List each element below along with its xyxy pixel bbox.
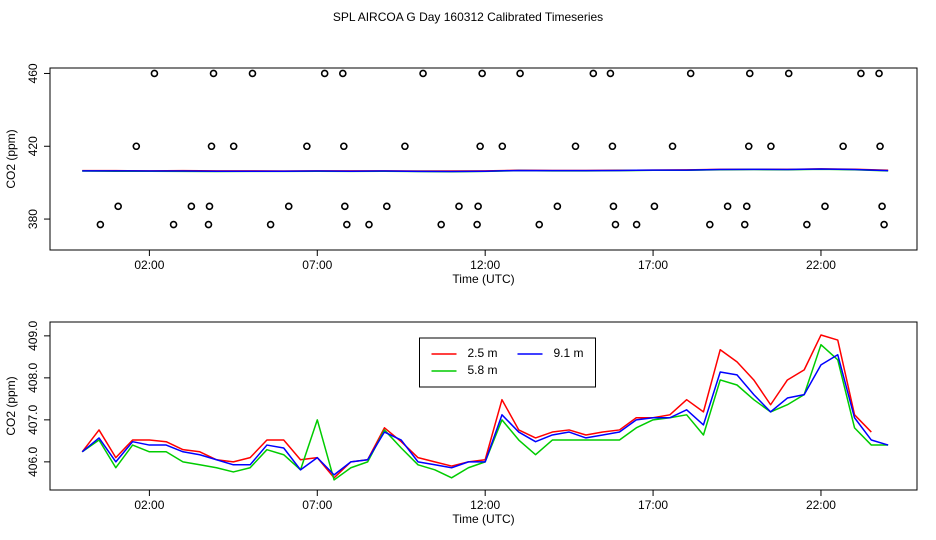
calibration-point [744, 142, 753, 151]
calibration-point [340, 142, 348, 151]
calibration-point [723, 202, 732, 211]
x-tick-label: 02:00 [134, 258, 164, 272]
calibration-point [742, 202, 751, 211]
calibration-point [608, 142, 617, 151]
calibration-point [740, 220, 749, 229]
calibration-point [473, 220, 481, 229]
plot-frame [49, 321, 918, 491]
calibration-point [150, 69, 159, 78]
legend-label: 2.5 m [468, 346, 498, 360]
calibration-point [609, 202, 618, 211]
calibration-point [878, 202, 886, 211]
calibration-point [857, 69, 865, 78]
calibration-point [204, 220, 213, 229]
calibration-point [341, 202, 349, 211]
calibration-point [474, 202, 482, 211]
series-line [82, 168, 889, 173]
calibration-point [876, 142, 884, 151]
x-tick-label: 02:00 [134, 498, 164, 512]
calibration-point [611, 220, 620, 229]
y-tick-label: 406.0 [26, 447, 40, 477]
y-axis-label: CO2 (ppm) [4, 376, 18, 435]
x-tick-label: 22:00 [806, 498, 836, 512]
calibration-point [535, 220, 544, 229]
calibration-point [553, 202, 562, 211]
calibration-point [478, 69, 486, 78]
x-tick-label: 07:00 [302, 498, 332, 512]
calibration-point [455, 202, 463, 211]
y-axis-label: CO2 (ppm) [4, 129, 18, 188]
x-tick-label: 17:00 [638, 498, 668, 512]
calibration-point [476, 142, 484, 151]
legend-label: 9.1 m [554, 346, 584, 360]
x-tick-label: 07:00 [302, 258, 332, 272]
calibration-point [207, 142, 216, 151]
calibration-point [606, 69, 615, 78]
calibration-point [437, 220, 445, 229]
calibration-point [668, 142, 677, 151]
calibration-point [248, 69, 257, 78]
y-tick-label: 380 [26, 209, 40, 229]
calibration-point [187, 202, 196, 211]
y-tick-label: 408.0 [26, 363, 40, 393]
calibration-point [205, 202, 214, 211]
calibration-point [169, 220, 178, 229]
calibration-point [229, 142, 238, 151]
legend-box [419, 337, 596, 388]
calibration-point [706, 220, 714, 229]
calibration-point [516, 69, 524, 78]
figure-title: SPL AIRCOA G Day 160312 Calibrated Times… [333, 10, 603, 24]
calibration-point [209, 69, 218, 78]
x-tick-label: 12:00 [470, 498, 500, 512]
y-tick-label: 409.0 [26, 321, 40, 351]
calibration-point [303, 142, 311, 151]
x-axis-label: Time (UTC) [452, 512, 514, 526]
x-tick-label: 22:00 [806, 258, 836, 272]
calibration-point [339, 69, 347, 78]
calibration-point [571, 142, 580, 151]
series-line [81, 354, 889, 476]
calibration-point [284, 202, 293, 211]
calibration-point [343, 220, 351, 229]
calibration-point [320, 69, 329, 78]
calibration-point [650, 202, 659, 211]
calibration-point [784, 69, 793, 78]
y-tick-label: 420 [26, 136, 40, 156]
calibration-point [839, 142, 847, 151]
calibration-point [96, 220, 105, 229]
y-tick-label: 407.0 [26, 405, 40, 435]
calibration-point [632, 220, 641, 229]
x-axis-label: Time (UTC) [452, 272, 514, 286]
calibration-point [880, 220, 888, 229]
calibration-point [803, 220, 811, 229]
calibration-point [266, 220, 275, 229]
calibration-point [821, 202, 829, 211]
calibration-point [419, 69, 427, 78]
x-tick-label: 12:00 [470, 258, 500, 272]
calibration-point [589, 69, 598, 78]
calibration-point [745, 69, 754, 78]
calibration-point [401, 142, 409, 151]
calibration-point [767, 142, 775, 151]
calibration-point [382, 202, 391, 211]
legend-label: 5.8 m [468, 363, 498, 377]
calibration-point [132, 142, 141, 151]
y-tick-label: 460 [26, 63, 40, 83]
calibration-point [114, 202, 122, 211]
calibration-point [686, 69, 695, 78]
plot-frame [49, 67, 918, 251]
calibration-point [875, 69, 883, 78]
x-tick-label: 17:00 [638, 258, 668, 272]
calibration-point [365, 220, 373, 229]
calibration-point [498, 142, 507, 151]
